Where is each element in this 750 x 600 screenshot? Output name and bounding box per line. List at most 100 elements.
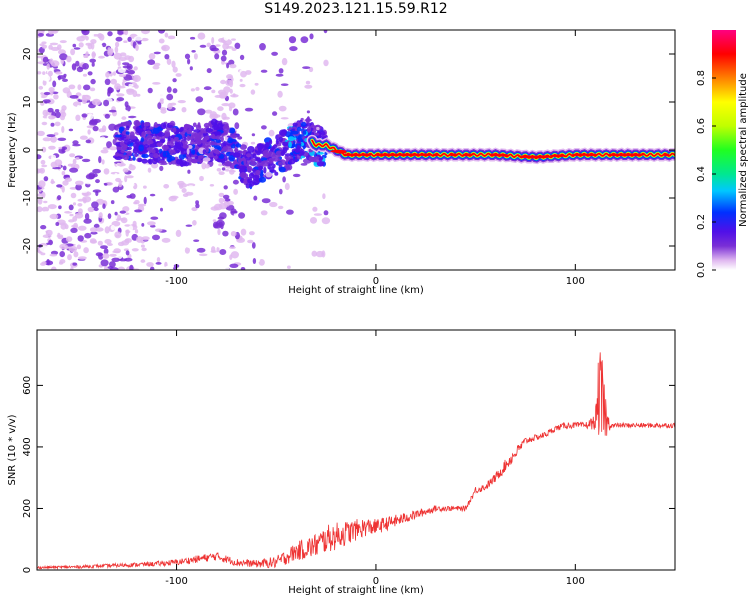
spectrogram-noise-blob [83,84,91,91]
spectrogram-noise-blob [49,253,58,257]
spectrogram-signal-blob [299,148,305,156]
spectrogram-signal-blob [282,141,289,147]
spectrogram-noise-blob [117,31,124,35]
spectrogram-noise-blob [112,186,120,193]
spectrogram-noise-blob [158,38,165,44]
snr-ylabel: SNR (10 * v/v) [7,414,18,485]
spectrogram-signal-blob [296,144,301,151]
spectrogram-noise-blob [61,146,67,150]
spectrogram-noise-blob [70,266,74,270]
spectrogram-noise-blob [185,224,193,227]
spectrogram-peak [582,153,598,157]
spectrogram-noise-blob [57,195,62,201]
spectrogram-noise-blob [122,168,129,173]
spectrogram-noise-blob [133,66,138,71]
spectrogram-signal-blob [320,131,326,136]
spectrogram-peak [395,153,414,157]
colorbar-tick-label: 0.8 [696,70,707,86]
spectrogram-noise-blob [77,105,81,108]
spectrogram-noise-blob [133,76,138,82]
spectrogram-noise-blob [109,261,116,268]
spectrogram-noise-blob [214,53,220,60]
spectrogram-noise-blob [125,105,131,112]
spectrogram-noise-blob [143,196,147,205]
spectrogram-noise-blob [59,259,66,264]
spectrogram-noise-blob [81,113,88,118]
spectrogram-noise-blob [218,197,224,204]
spectrogram-noise-blob [77,84,82,91]
spectrogram-noise-blob [55,111,61,119]
spectrogram-noise-blob [251,242,256,249]
spectrogram-noise-blob [120,109,129,115]
spectrogram-ytick-label: -10 [22,190,33,206]
spectrogram-peak [549,154,567,158]
spectrogram-noise-blob [287,265,291,269]
spectrogram-noise-blob [125,175,134,179]
spectrogram-noise-blob [76,36,86,42]
spectrogram-noise-blob [286,209,294,215]
spectrogram-signal-blob [132,147,139,154]
spectrogram-noise-blob [240,70,247,78]
spectrogram-signal-blob [152,127,160,134]
spectrogram-noise-blob [72,140,79,145]
spectrogram-noise-blob [77,198,85,202]
spectrogram-noise-blob [197,32,206,40]
spectrogram-noise-blob [206,42,211,47]
spectrogram-signal-blob [240,172,247,179]
spectrogram-noise-blob [108,109,117,113]
spectrogram-signal-blob [134,153,138,158]
spectrogram-noise-blob [252,258,257,264]
spectrogram-noise-blob [197,108,206,116]
spectrogram-noise-blob [107,47,111,54]
spectrogram-noise-blob [112,71,116,76]
spectrogram-noise-blob [69,167,79,173]
spectrogram-signal-blob [260,160,269,167]
spectrogram-noise-blob [131,248,139,252]
spectrogram-noise-blob [300,36,309,44]
spectrogram-signal-blob [217,122,223,130]
spectrogram-noise-blob [278,205,284,210]
spectrogram-signal-blob [227,137,234,144]
spectrogram-noise-blob [47,204,57,210]
spectrogram-noise-blob [147,59,156,65]
spectrogram-noise-blob [55,71,63,75]
spectrogram-noise-blob [206,68,212,74]
spectrogram-noise-blob [150,216,159,220]
spectrogram-noise-blob [260,69,268,73]
spectrogram-noise-blob [105,71,110,78]
spectrogram-noise-blob [128,55,135,63]
spectrogram-noise-blob [140,259,146,263]
spectrogram-noise-blob [89,227,98,233]
spectrogram-signal-blob [182,144,189,149]
spectrogram-noise-blob [221,112,227,120]
spectrogram-signal-blob [279,129,287,136]
spectrogram-noise-blob [229,246,236,250]
spectrogram-noise-blob [57,75,66,80]
spectrogram-noise-blob [224,198,231,202]
spectrogram-noise-blob [151,173,160,178]
spectrogram-signal-blob [247,146,255,153]
spectrogram-noise-blob [42,99,51,104]
spectrogram-noise-blob [156,257,161,263]
spectrogram-noise-blob [230,54,235,59]
spectrogram-noise-blob [232,179,239,185]
spectrogram-noise-blob [157,93,165,99]
spectrogram-noise-blob [134,84,139,89]
spectrogram-noise-blob [41,164,48,168]
spectrogram-noise-blob [147,87,153,94]
spectrogram-noise-blob [199,44,207,48]
spectrogram-noise-blob [50,60,60,67]
spectrogram-signal-blob [156,142,163,147]
spectrogram-signal-blob [268,151,276,157]
spectrogram-signal-blob [138,144,144,152]
spectrogram-noise-blob [37,130,45,137]
spectrogram-signal-blob [187,144,193,149]
spectrogram-noise-blob [201,162,207,170]
spectrogram-noise-blob [62,165,67,171]
spectrogram-signal-blob [272,144,278,149]
spectrogram-signal-blob [164,130,171,137]
spectrogram-noise-blob [195,203,200,209]
spectrogram-noise-blob [82,107,91,111]
spectrogram-peak [632,153,645,157]
spectrogram-noise-blob [89,87,96,92]
